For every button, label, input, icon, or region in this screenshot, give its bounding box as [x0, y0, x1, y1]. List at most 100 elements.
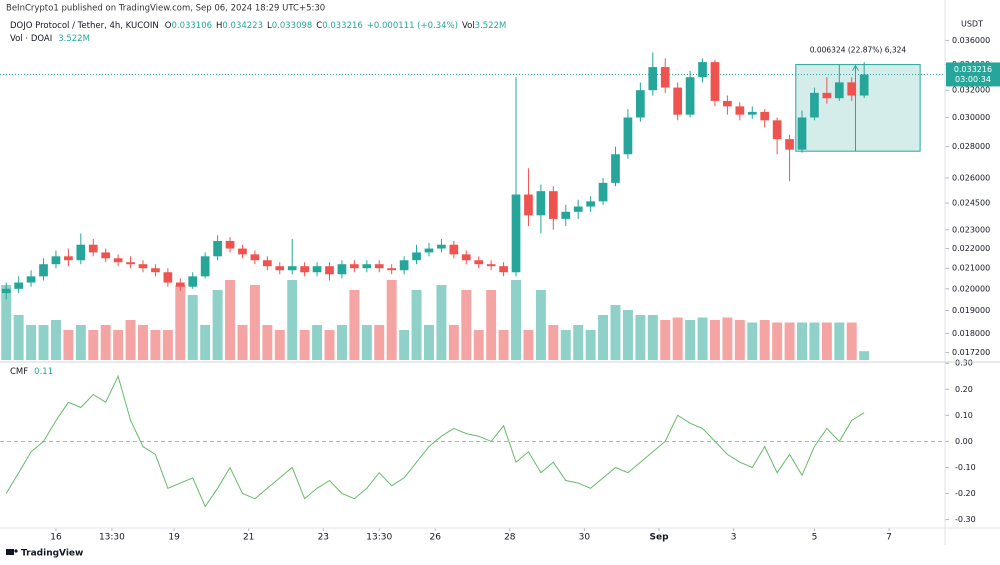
- cmf-line: [5, 374, 865, 508]
- candle-body: [26, 276, 36, 283]
- candle-body: [225, 240, 235, 249]
- volume-layer: [1, 280, 870, 360]
- volume-bar: [784, 322, 795, 360]
- price-layer: [1, 52, 869, 300]
- volume-bar: [424, 325, 434, 360]
- volume-bar: [162, 330, 173, 360]
- volume-bar: [635, 315, 646, 360]
- candle-body: [337, 264, 347, 275]
- y-tick-label: 0.026000: [952, 173, 990, 182]
- volume-bar: [374, 325, 385, 360]
- candle-body: [511, 194, 521, 273]
- candle-body: [51, 256, 61, 265]
- candle-body: [424, 248, 434, 253]
- candle-body: [76, 244, 86, 261]
- volume-bar: [299, 330, 310, 360]
- candle-body: [474, 260, 484, 265]
- volume-bar: [486, 290, 497, 360]
- y-tick-label: 0.00: [955, 437, 973, 446]
- candle-body: [39, 264, 48, 277]
- volume-bar: [113, 330, 124, 360]
- cmf-legend-value: 0.11: [34, 367, 53, 377]
- x-tick-label: 5: [812, 533, 818, 543]
- candle-body: [797, 117, 807, 150]
- volume-bar: [312, 325, 323, 360]
- volume-legend-value: 3.522M: [58, 34, 90, 44]
- candle-body: [611, 154, 620, 183]
- ohlc-key: C: [316, 21, 322, 31]
- y-tick-label: 0.019000: [952, 306, 990, 315]
- candle-body: [387, 268, 397, 271]
- candle-body: [772, 120, 782, 140]
- volume-bar: [411, 290, 422, 360]
- candle-body: [325, 266, 334, 275]
- volume-bar: [13, 315, 24, 360]
- candle-body: [350, 264, 359, 269]
- candle-body: [636, 90, 645, 118]
- vol-key: Vol: [462, 21, 475, 31]
- candle-body: [374, 264, 384, 269]
- candle-body: [710, 62, 720, 101]
- y-tick-label: 0.032000: [952, 86, 990, 95]
- candle-body: [151, 268, 160, 273]
- y-tick-label: -0.20: [955, 489, 976, 498]
- volume-bar: [200, 325, 211, 360]
- candle-body: [238, 248, 247, 255]
- volume-bar: [734, 320, 745, 360]
- volume-bar: [225, 280, 236, 360]
- volume-bar: [473, 330, 484, 360]
- candle-body: [213, 240, 222, 257]
- volume-bar: [598, 315, 609, 360]
- candle-body: [760, 111, 770, 121]
- volume-bar: [349, 290, 360, 360]
- y-tick-label: 0.024500: [952, 199, 990, 208]
- volume-bar: [498, 330, 509, 360]
- vol-value: 3.522M: [475, 21, 507, 31]
- candle-body: [747, 111, 757, 115]
- candle-body: [673, 87, 683, 115]
- volume-bar: [88, 330, 99, 360]
- volume-bar: [150, 330, 161, 360]
- candle-body: [723, 100, 732, 107]
- candle-body: [536, 191, 546, 216]
- volume-bar: [63, 330, 74, 360]
- y-tick-label: 0.30: [955, 359, 973, 368]
- volume-bar: [660, 320, 671, 360]
- symbol-legend: DOJO Protocol / Tether, 4h, KUCOIN O0.033…: [10, 21, 506, 31]
- volume-bar: [622, 310, 633, 360]
- candle-body: [499, 266, 508, 273]
- y-tick-label: 0.036000: [952, 36, 990, 45]
- volume-bar: [585, 330, 596, 360]
- y-tick-label: 0.022000: [952, 244, 990, 253]
- logo-text: TradingView: [21, 549, 83, 559]
- candle-body: [834, 82, 844, 99]
- volume-bar: [386, 280, 397, 360]
- candle-body: [275, 266, 285, 271]
- y-tick-label: 0.023000: [952, 225, 990, 234]
- volume-bar: [747, 322, 758, 360]
- symbol: DOJO Protocol / Tether, 4h, KUCOIN: [10, 21, 159, 31]
- candle-body: [822, 92, 832, 99]
- volume-bar: [560, 330, 571, 360]
- x-tick-label: 21: [243, 533, 254, 543]
- volume-bar: [859, 351, 870, 360]
- ohlc-key: H: [216, 21, 222, 31]
- x-tick-label: 26: [429, 533, 441, 543]
- y-tick-label: 0.017200: [952, 348, 990, 357]
- cmf-layer: [0, 374, 945, 508]
- candle-body: [163, 272, 173, 283]
- ohlc-value: 0.034223: [222, 21, 263, 31]
- candle-body: [785, 139, 794, 150]
- x-tick-label: 28: [504, 533, 516, 543]
- volume-label: Vol · DOAI: [10, 34, 52, 44]
- candle-body: [300, 266, 309, 273]
- candle-body: [524, 194, 533, 216]
- candle-body: [698, 62, 707, 78]
- tradingview-logo: TradingView: [6, 549, 83, 559]
- ohlc-key: L: [267, 21, 272, 31]
- volume-bar: [100, 325, 111, 360]
- candle-body: [175, 282, 185, 287]
- volume-bar: [436, 285, 447, 360]
- volume-bar: [138, 325, 148, 360]
